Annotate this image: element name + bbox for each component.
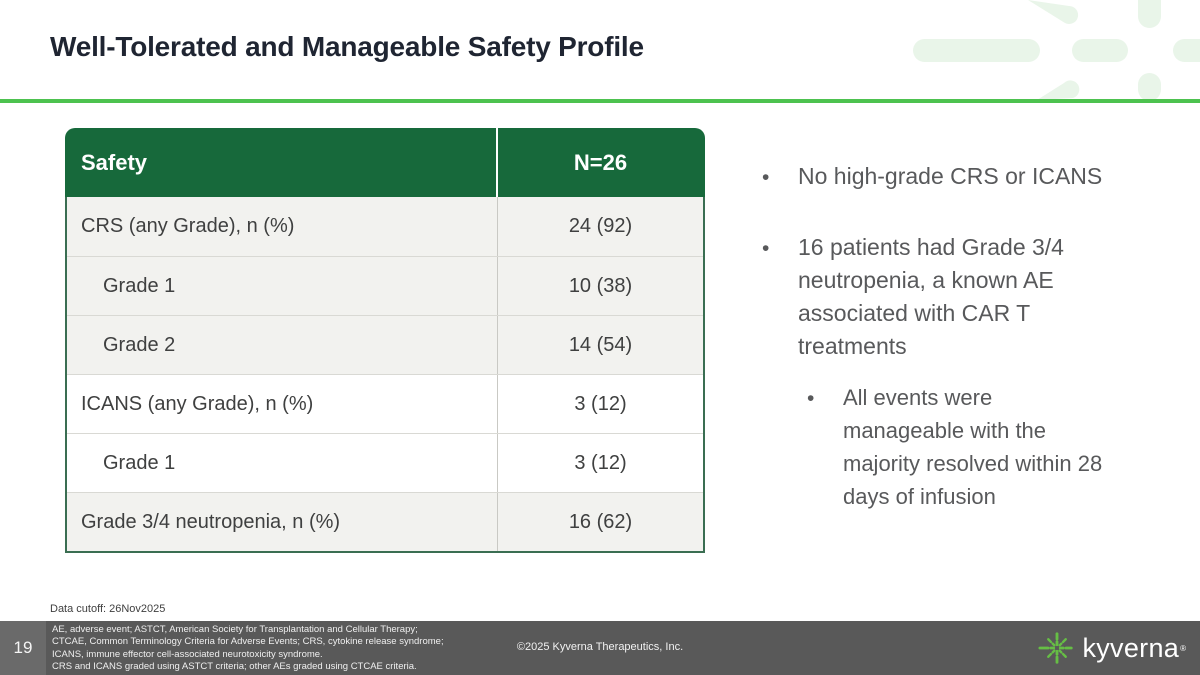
- title-underline: [0, 99, 1200, 103]
- bullet-text: No high-grade CRS or ICANS: [798, 163, 1103, 189]
- row-label: CRS (any Grade), n (%): [67, 197, 498, 256]
- table-header-n: N=26: [573, 149, 628, 175]
- bullet-marker: [762, 160, 798, 194]
- bullet-text: 16 patients had Grade 3/4 neutropenia, a…: [798, 234, 1064, 359]
- starburst-decoration: [913, 0, 1200, 101]
- row-label: Grade 3/4 neutropenia, n (%): [67, 493, 498, 551]
- row-label: ICANS (any Grade), n (%): [67, 375, 498, 433]
- page-title: Well-Tolerated and Manageable Safety Pro…: [50, 31, 644, 62]
- bullet-list: No high-grade CRS or ICANS 16 patients h…: [762, 160, 1192, 513]
- table-row: Grade 2 14 (54): [67, 315, 703, 374]
- table-row: Grade 1 10 (38): [67, 256, 703, 315]
- table-header-safety: Safety: [65, 128, 498, 197]
- table-body: CRS (any Grade), n (%) 24 (92) Grade 1 1…: [65, 197, 705, 553]
- table-row: ICANS (any Grade), n (%) 3 (12): [67, 374, 703, 433]
- row-value: 3 (12): [574, 392, 627, 415]
- footer-bar: 19 AE, adverse event; ASTCT, American So…: [0, 621, 1200, 675]
- row-label: Grade 2: [67, 316, 498, 374]
- bullet-item: No high-grade CRS or ICANS: [762, 160, 1192, 194]
- table-row: CRS (any Grade), n (%) 24 (92): [67, 197, 703, 256]
- row-value: 10 (38): [568, 274, 633, 297]
- data-cutoff-note: Data cutoff: 26Nov2025: [50, 603, 166, 615]
- kyverna-logo: kyverna ®: [1038, 621, 1186, 675]
- row-value: 3 (12): [574, 451, 627, 474]
- sub-bullet-item: All events were manageable with the majo…: [807, 381, 1192, 513]
- bullet-marker: [807, 381, 843, 513]
- registered-mark: ®: [1180, 643, 1186, 653]
- footnote-line: CRS and ICANS graded using ASTCT criteri…: [52, 661, 417, 673]
- table-header-row: Safety N=26: [65, 128, 705, 197]
- row-label: Grade 1: [67, 257, 498, 315]
- row-label: Grade 1: [67, 434, 498, 492]
- table-row: Grade 1 3 (12): [67, 433, 703, 492]
- footnote-line: CTCAE, Common Terminology Criteria for A…: [52, 636, 444, 648]
- footnote-line: ICANS, immune effector cell-associated n…: [52, 648, 323, 660]
- bullet-text: All events were manageable with the majo…: [843, 385, 1103, 509]
- footnotes: AE, adverse event; ASTCT, American Socie…: [52, 624, 444, 674]
- safety-table: Safety N=26 CRS (any Grade), n (%) 24 (9…: [65, 128, 705, 553]
- starburst-icon: [1038, 632, 1074, 664]
- page-number: 19: [0, 621, 46, 675]
- row-value: 14 (54): [568, 333, 633, 356]
- row-value: 24 (92): [568, 215, 633, 237]
- bullet-marker: [762, 231, 798, 363]
- logo-wordmark: kyverna: [1082, 632, 1180, 663]
- table-row: Grade 3/4 neutropenia, n (%) 16 (62): [67, 492, 703, 551]
- bullet-item: 16 patients had Grade 3/4 neutropenia, a…: [762, 231, 1192, 363]
- row-value: 16 (62): [568, 510, 633, 533]
- footnote-line: AE, adverse event; ASTCT, American Socie…: [52, 624, 418, 635]
- copyright-text: ©2025 Kyverna Therapeutics, Inc.: [516, 641, 684, 653]
